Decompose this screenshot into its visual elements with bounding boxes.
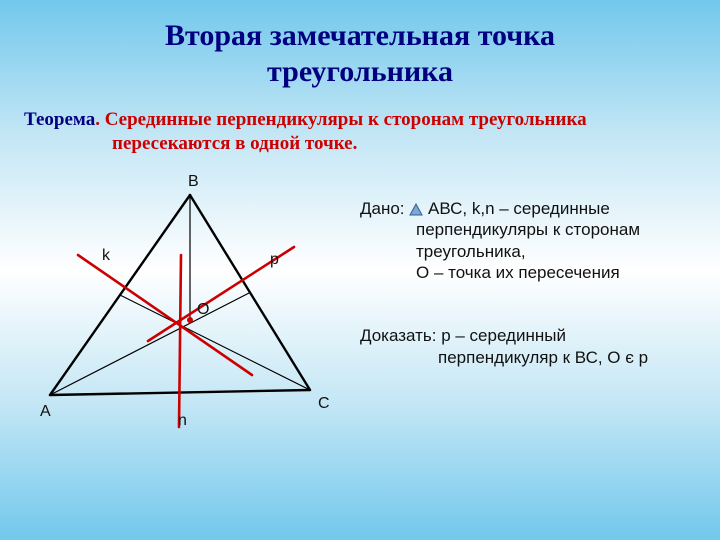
theorem-block: Теорема. Серединные перпендикуляры к сто… xyxy=(24,108,704,156)
given-block: Дано: АВС, k,n – серединные перпендикуля… xyxy=(360,198,700,283)
vertex-label-a: А xyxy=(40,403,51,421)
prove-line-2: перпендикуляр к ВС, О є р xyxy=(360,347,700,369)
page-title: Вторая замечательная точка треугольника xyxy=(0,18,720,90)
theorem-period: . xyxy=(95,109,100,130)
perp-k xyxy=(78,255,252,375)
vertex-label-b: В xyxy=(188,173,199,191)
line-label-k: k xyxy=(102,247,110,265)
given-line-2: перпендикуляры к сторонам xyxy=(360,219,700,240)
theorem-label: Теорема xyxy=(24,109,95,130)
triangle-diagram: А В С О k p n xyxy=(20,165,350,445)
perp-n xyxy=(179,255,181,427)
given-line-3: треугольника, xyxy=(360,241,700,262)
given-prefix: Дано: xyxy=(360,199,405,218)
diagram-svg xyxy=(20,165,350,445)
given-line-4: О – точка их пересечения xyxy=(360,262,700,283)
title-line-1: Вторая замечательная точка xyxy=(165,19,555,52)
prove-line-1: Доказать: р – серединный xyxy=(360,326,566,345)
line-label-p: p xyxy=(270,251,279,269)
vertex-label-c: С xyxy=(318,395,330,413)
title-line-2: треугольника xyxy=(267,55,453,88)
theorem-body-line-1: Серединные перпендикуляры к сторонам тре… xyxy=(105,109,587,130)
point-o xyxy=(187,317,193,323)
theorem-body-line-2: пересекаются в одной точке. xyxy=(24,132,704,156)
prove-block: Доказать: р – серединный перпендикуляр к… xyxy=(360,325,700,369)
line-label-n: n xyxy=(178,412,187,430)
triangle-icon xyxy=(409,203,423,216)
point-label-o: О xyxy=(197,301,209,319)
inner-mbc-a xyxy=(50,293,250,396)
slide: Вторая замечательная точка треугольника … xyxy=(0,0,720,540)
given-line-1-tail: АВС, k,n – серединные xyxy=(428,199,610,218)
